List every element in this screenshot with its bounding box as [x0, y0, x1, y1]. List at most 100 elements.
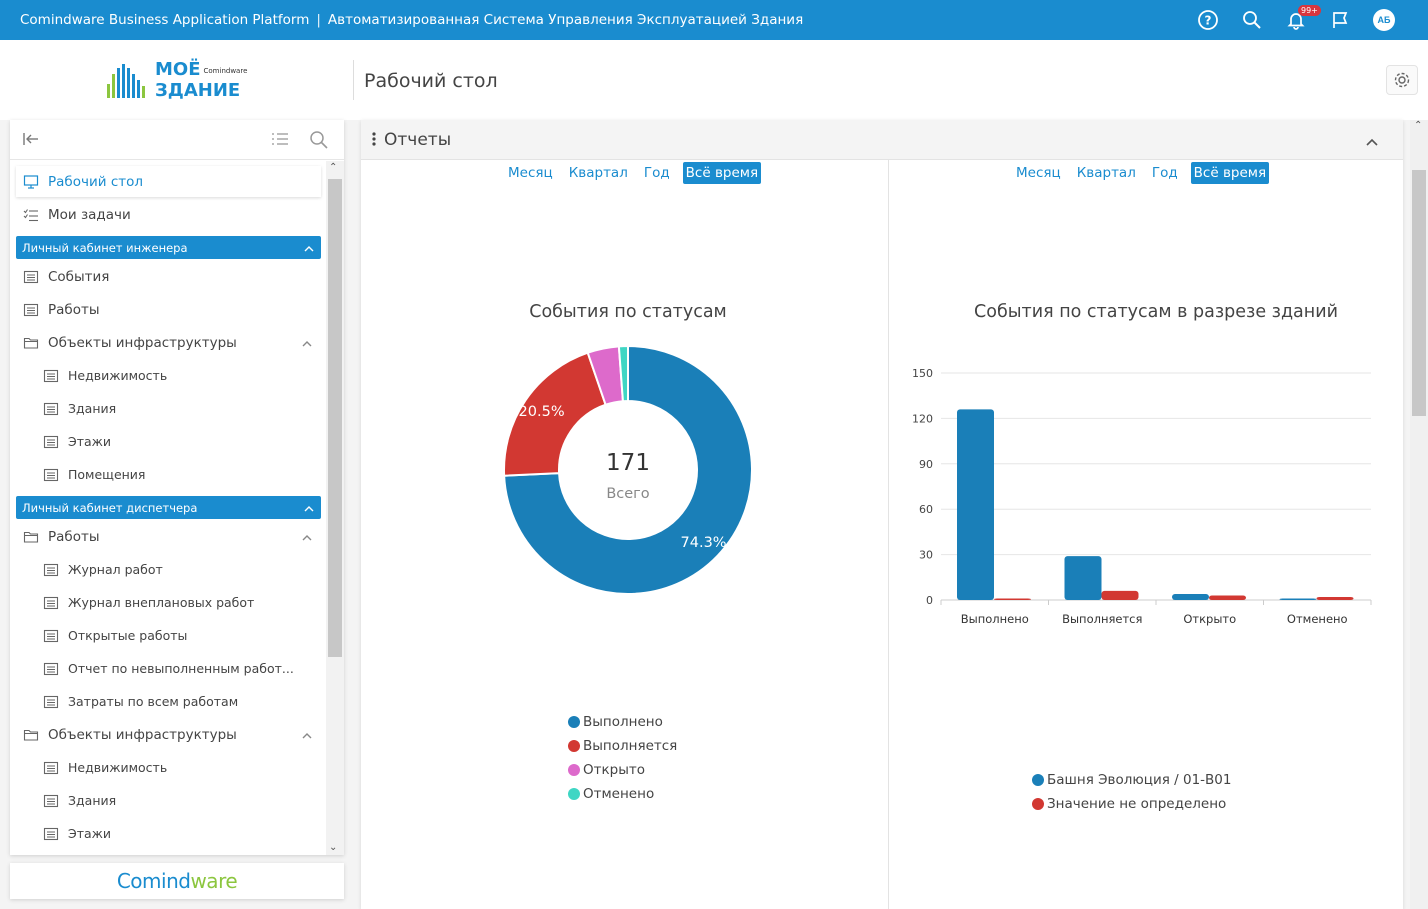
legend-item[interactable]: Выполнено [568, 710, 677, 734]
sidebar-search-icon[interactable] [309, 130, 329, 155]
search-icon[interactable] [1230, 0, 1274, 40]
chevron-up-icon[interactable] [301, 728, 313, 744]
comindware-brand[interactable]: Comind ware [10, 863, 344, 899]
sidebar-item[interactable]: Открытые работы [16, 620, 321, 651]
flag-icon[interactable] [1318, 0, 1362, 40]
x-tick-label: Отменено [1287, 612, 1348, 626]
user-menu[interactable]: АБ [1362, 0, 1406, 40]
task-list-icon [23, 207, 39, 223]
list-icon [43, 760, 59, 776]
sidebar-item-label: Недвижимость [68, 368, 168, 383]
period-month-button[interactable]: Месяц [1016, 165, 1061, 181]
scroll-up-icon[interactable]: ⌃ [329, 162, 338, 173]
legend-label: Значение не определено [1047, 796, 1227, 812]
bar[interactable] [994, 598, 1031, 600]
page-scroll-thumb[interactable] [1412, 170, 1426, 416]
sidebar-item[interactable]: Отчет по невыполненным работ... [16, 653, 321, 684]
bar[interactable] [1172, 593, 1209, 600]
reports-panel: Отчеты Месяц Квартал Год Всё время Месяц… [361, 120, 1403, 909]
sidebar-item[interactable]: Объекты инфраструктуры [16, 719, 321, 750]
sidebar-item[interactable]: События [16, 261, 321, 292]
help-icon[interactable]: ? [1186, 0, 1230, 40]
sidebar-item[interactable]: Помещения [16, 459, 321, 490]
bar[interactable] [1101, 590, 1139, 600]
period-selector-right: Месяц Квартал Год Всё время [1013, 162, 1279, 184]
bell-icon[interactable]: 99+ [1274, 0, 1321, 40]
legend-item[interactable]: Башня Эволюция / 01-B01 [1032, 768, 1231, 792]
x-tick-label: Выполняется [1062, 612, 1142, 626]
list-icon [23, 302, 39, 318]
chevron-up-icon[interactable] [301, 336, 313, 352]
chevron-up-icon[interactable] [303, 502, 315, 516]
scroll-down-icon[interactable]: ⌄ [329, 842, 338, 853]
period-year-button[interactable]: Год [1151, 165, 1178, 181]
period-year-button[interactable]: Год [643, 165, 670, 181]
drag-handle-icon[interactable] [371, 131, 377, 152]
donut-slice[interactable] [617, 344, 629, 403]
bar-legend: Башня Эволюция / 01-B01 Значение не опред… [1032, 768, 1231, 816]
donut-center-value: 171 [606, 450, 650, 476]
legend-swatch [568, 716, 580, 728]
logo-small: Comindware [203, 67, 248, 75]
bar[interactable] [1209, 595, 1246, 600]
collapse-sidebar-icon[interactable] [22, 130, 40, 153]
sidebar-item[interactable]: Здания [16, 785, 321, 816]
sidebar-item[interactable]: Мои задачи [16, 199, 321, 230]
chevron-up-icon[interactable] [301, 530, 313, 546]
list-view-icon[interactable] [270, 130, 290, 153]
period-quarter-button[interactable]: Квартал [1076, 165, 1136, 181]
donut-slice[interactable] [503, 344, 753, 595]
period-all-button[interactable]: Всё время [1190, 162, 1270, 184]
bar[interactable] [957, 409, 994, 600]
sidebar-item-label: Этажи [68, 434, 112, 449]
legend-item[interactable]: Открыто [568, 758, 677, 782]
sidebar-item[interactable]: Недвижимость [16, 360, 321, 391]
sidebar-item[interactable]: Работы [16, 294, 321, 325]
legend-item[interactable]: Значение не определено [1032, 792, 1231, 816]
logo[interactable]: МОЁ Comindware ЗДАНИЕ [105, 60, 255, 102]
period-quarter-button[interactable]: Квартал [568, 165, 628, 181]
sidebar-item[interactable]: Этажи [16, 426, 321, 457]
legend-label: Отменено [583, 786, 655, 802]
collapse-panel-icon[interactable] [1365, 134, 1379, 152]
sidebar-item[interactable]: Журнал внеплановых работ [16, 587, 321, 618]
sidebar-scrollbar[interactable]: ⌃ ⌄ [326, 161, 344, 855]
legend-item[interactable]: Выполняется [568, 734, 677, 758]
list-icon [43, 401, 59, 417]
sidebar-item[interactable]: Здания [16, 393, 321, 424]
sidebar-item-label: Открытые работы [68, 628, 188, 643]
bar[interactable] [1279, 598, 1317, 600]
sidebar-item[interactable]: Работы [16, 521, 321, 552]
sidebar-item[interactable]: Журнал работ [16, 554, 321, 585]
folder-icon [23, 529, 39, 545]
reports-panel-header: Отчеты [361, 120, 1403, 160]
sidebar-item[interactable]: Объекты инфраструктуры [16, 327, 321, 358]
y-tick-label: 60 [919, 503, 933, 516]
sidebar-item[interactable]: Этажи [16, 818, 321, 849]
bar-chart-title: События по статусам в разрезе зданий [974, 302, 1338, 322]
list-icon [43, 595, 59, 611]
period-all-button[interactable]: Всё время [682, 162, 762, 184]
x-tick-label: Выполнено [961, 612, 1029, 626]
y-tick-label: 0 [926, 594, 933, 607]
sidebar-scroll-thumb[interactable] [328, 179, 342, 657]
sidebar-item[interactable]: Затраты по всем работам [16, 686, 321, 717]
page-scrollbar[interactable]: ⌃ [1410, 120, 1428, 909]
legend-label: Башня Эволюция / 01-B01 [1047, 772, 1232, 788]
sidebar-item[interactable]: Рабочий стол [16, 166, 321, 197]
folder-icon [23, 727, 39, 743]
bar[interactable] [1064, 556, 1102, 600]
sidebar-item[interactable]: Недвижимость [16, 752, 321, 783]
bar-chart: 0 30 60 90 120 150 Выполнено Выполняется Открыто… [912, 367, 1372, 626]
donut-slice[interactable] [503, 351, 607, 477]
notifications-badge: 99+ [1298, 5, 1321, 16]
page-scroll-up-icon[interactable]: ⌃ [1414, 120, 1423, 131]
period-month-button[interactable]: Месяц [508, 165, 553, 181]
bar[interactable] [1316, 596, 1354, 600]
section-header[interactable]: Личный кабинет диспетчера [16, 496, 321, 519]
legend-item[interactable]: Отменено [568, 782, 677, 806]
section-header[interactable]: Личный кабинет инженера [16, 236, 321, 259]
donut-chart: 74.3% 20.5% 171 Всего [503, 344, 753, 595]
settings-button[interactable] [1386, 65, 1418, 95]
chevron-up-icon[interactable] [303, 242, 315, 256]
